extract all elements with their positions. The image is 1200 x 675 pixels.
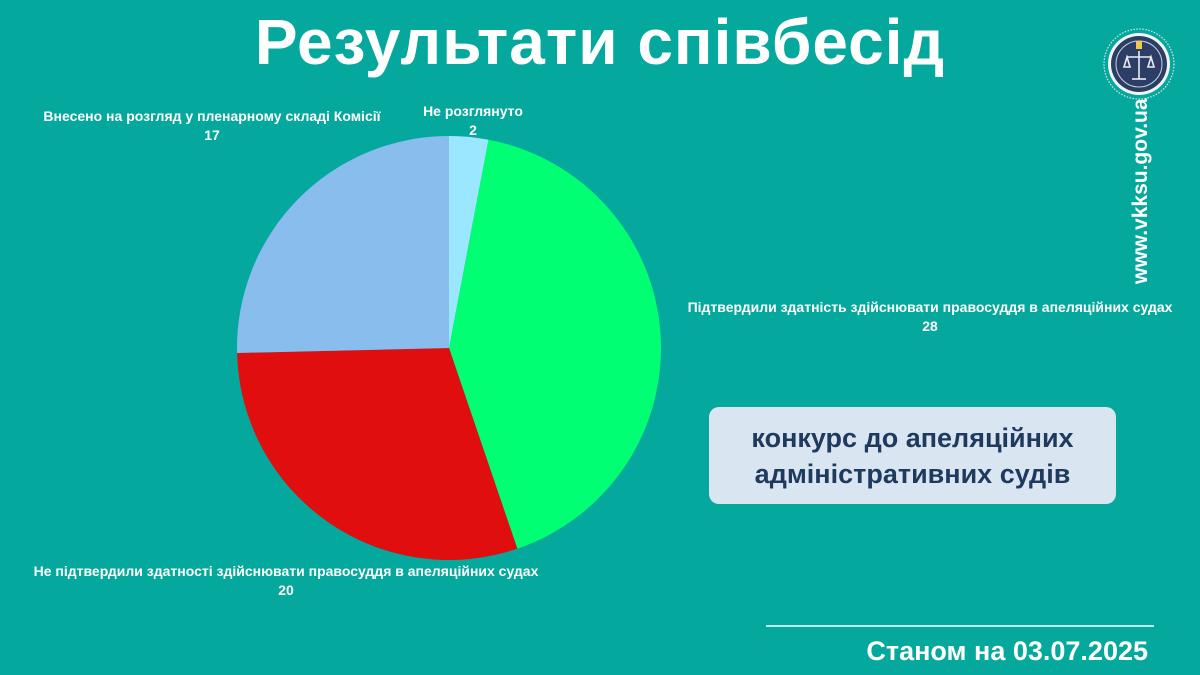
slice-label-plenary: Внесено на розгляд у пленарному складі К… [20,107,404,145]
pie-slice-plenary [237,136,449,353]
slice-label-not-confirmed: Не підтвердили здатності здійснювати пра… [6,562,566,600]
status-date: Станом на 03.07.2025 [866,636,1148,666]
slice-label-not-considered: Не розглянуто 2 [408,102,538,140]
contest-line-2: адміністративних судів [754,458,1071,489]
page-title: Результати співбесід [254,6,946,78]
pie-slice-not-confirmed [237,348,518,560]
contest-line-1: конкурс до апеляційних [751,422,1074,453]
slice-label-value: 2 [469,122,477,138]
slice-label-text: Не розглянуто [423,103,523,119]
slice-label-value: 28 [922,318,938,334]
slice-label-value: 17 [204,127,220,143]
slice-label-text: Не підтвердили здатності здійснювати пра… [33,563,539,579]
slice-label-value: 20 [278,582,294,598]
contest-info-box: конкурс до апеляційних адміністративних … [709,407,1116,504]
pie-slice-confirmed [449,139,661,549]
pie-slice-not-considered [449,136,489,348]
slice-label-text: Внесено на розгляд у пленарному складі К… [43,108,381,124]
footer-divider [766,625,1154,627]
slice-label-confirmed: Підтвердили здатність здійснювати правос… [660,298,1200,336]
vkksu-emblem-icon[interactable] [1102,27,1176,101]
website-url[interactable]: www.vkksu.gov.ua [1129,98,1152,284]
slice-label-text: Підтвердили здатність здійснювати правос… [687,299,1173,315]
